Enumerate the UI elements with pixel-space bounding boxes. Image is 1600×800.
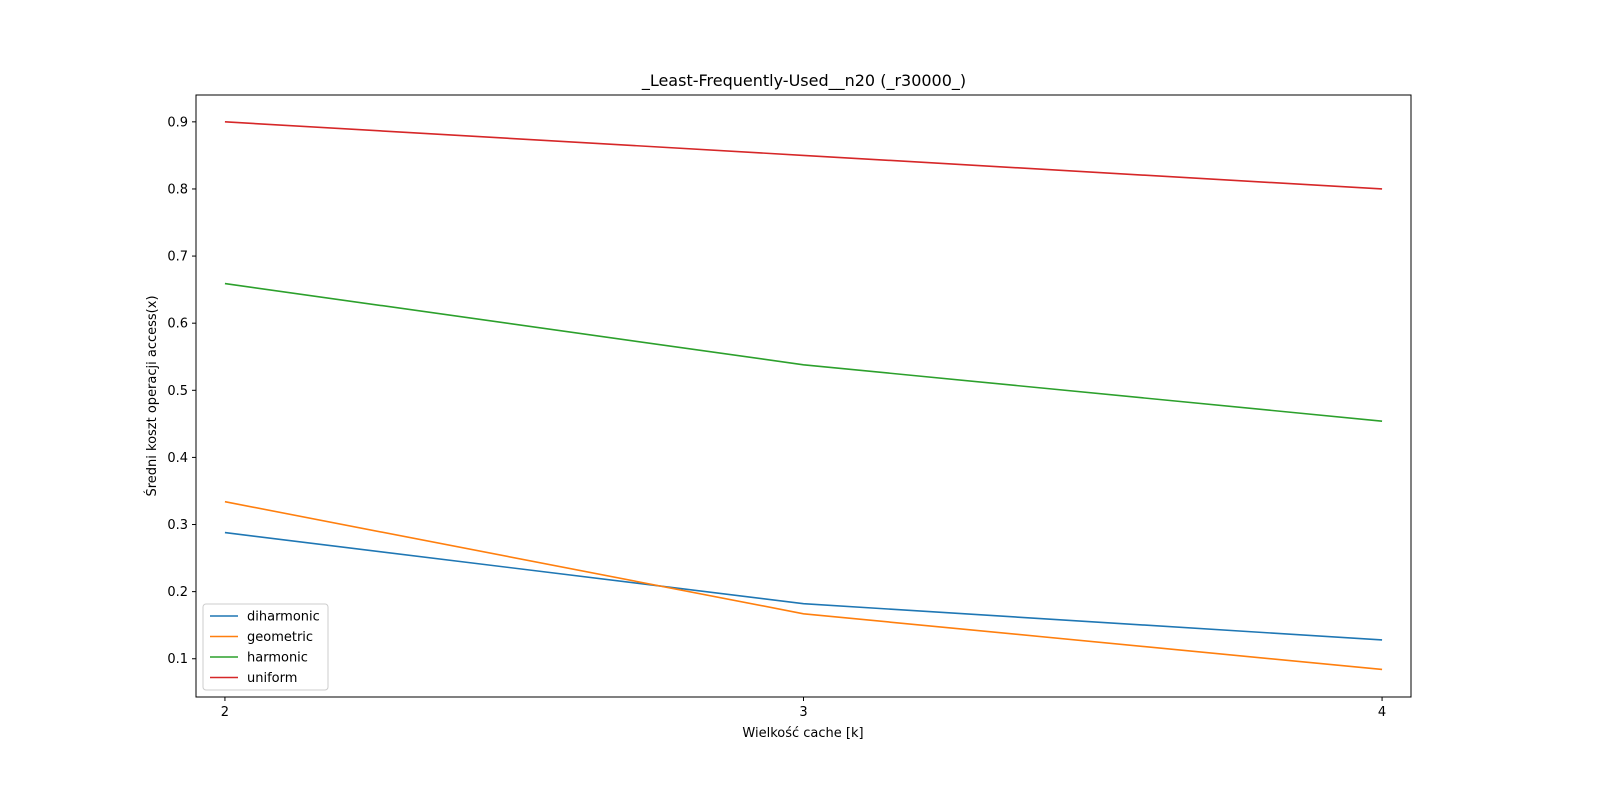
y-tick-label: 0.3 [167,518,188,533]
x-tick-label: 4 [1378,705,1386,720]
x-tick-label: 2 [221,705,229,720]
y-tick-label: 0.6 [167,317,188,332]
y-tick-label: 0.7 [167,250,188,265]
legend-label-harmonic: harmonic [247,651,308,666]
legend-label-diharmonic: diharmonic [247,610,320,625]
legend-label-geometric: geometric [247,630,313,645]
series-line-geometric [224,500,1383,671]
y-tick-label: 0.8 [167,182,188,197]
x-axis-label: Wielkość cache [k] [742,726,863,741]
x-axis: 2 3 4 [221,697,1386,720]
series-line-harmonic [224,282,1383,422]
y-axis: 0.1 0.2 0.3 0.4 0.5 0.6 0.7 0.8 0.9 [167,115,196,667]
legend-box [202,603,329,691]
series-line-uniform [224,121,1383,190]
y-tick-label: 0.9 [167,115,188,130]
chart-title: _Least-Frequently-Used__n20 (_r30000_) [641,71,966,91]
y-axis-label: Średni koszt operacji access(x) [144,295,160,496]
x-tick-label: 3 [799,705,807,720]
y-tick-label: 0.5 [167,384,188,399]
series-layer [224,121,1383,671]
y-tick-label: 0.2 [167,585,188,600]
series-line-diharmonic [224,531,1383,641]
legend-label-uniform: uniform [247,671,297,686]
y-tick-label: 0.4 [167,451,188,466]
y-tick-label: 0.1 [167,652,188,667]
legend: diharmonic geometric harmonic uniform [202,603,329,691]
